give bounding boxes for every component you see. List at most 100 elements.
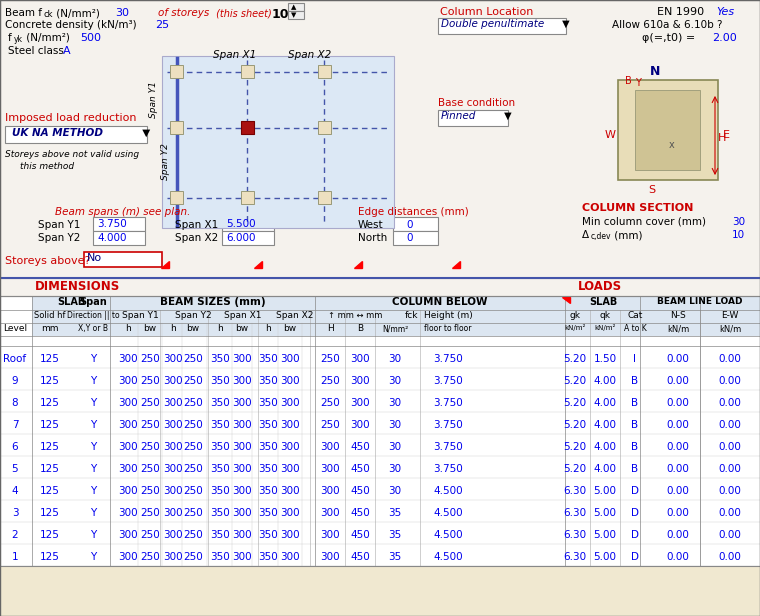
Text: 0.00: 0.00 [667, 552, 689, 562]
Text: B: B [632, 464, 638, 474]
Text: ▼: ▼ [501, 111, 511, 121]
Text: 1.50: 1.50 [594, 354, 616, 364]
Text: 350: 350 [258, 376, 278, 386]
Text: Span Y2: Span Y2 [175, 311, 211, 320]
Text: Min column cover (mm): Min column cover (mm) [582, 217, 706, 227]
Text: 350: 350 [258, 552, 278, 562]
Text: Y: Y [635, 78, 641, 88]
Bar [32, 310, 110, 323]
Text: ▼: ▼ [559, 19, 570, 29]
Bar [241, 121, 254, 134]
Text: B: B [632, 376, 638, 386]
Bar [288, 3, 304, 11]
Text: 30: 30 [388, 486, 401, 496]
Bar [318, 191, 331, 204]
Text: 2.00: 2.00 [712, 33, 736, 43]
Text: 350: 350 [210, 486, 230, 496]
Text: 0.00: 0.00 [718, 442, 742, 452]
Text: No: No [87, 253, 102, 263]
Text: N: N [650, 65, 660, 78]
Text: 3.750: 3.750 [433, 442, 463, 452]
Text: 300: 300 [280, 398, 299, 408]
Text: gk: gk [569, 311, 581, 320]
Text: 30: 30 [115, 8, 129, 18]
Bar [222, 231, 274, 245]
Bar [170, 65, 183, 78]
Text: 35: 35 [388, 508, 401, 518]
Text: 5.20: 5.20 [563, 442, 587, 452]
Text: 250: 250 [140, 552, 160, 562]
Bar [438, 18, 566, 34]
Text: Concrete density (kN/m³): Concrete density (kN/m³) [5, 20, 137, 30]
Text: kN/m: kN/m [719, 324, 741, 333]
Text: A: A [63, 46, 71, 56]
Text: H: H [327, 324, 334, 333]
Text: D: D [631, 552, 639, 562]
Text: 0.00: 0.00 [718, 486, 742, 496]
Text: 6.30: 6.30 [563, 486, 587, 496]
Text: 125: 125 [40, 398, 60, 408]
Text: Pinned: Pinned [441, 111, 477, 121]
Text: Direction || to: Direction || to [67, 311, 119, 320]
Text: kN/m²: kN/m² [565, 324, 586, 331]
Bar [0, 310, 760, 323]
Bar [32, 323, 110, 336]
Text: Solid hf: Solid hf [34, 311, 66, 320]
Bar [0, 296, 760, 310]
Text: 300: 300 [280, 420, 299, 430]
Text: Span X1: Span X1 [213, 50, 256, 60]
Text: B: B [632, 398, 638, 408]
Bar [640, 296, 760, 310]
Text: 0.00: 0.00 [667, 464, 689, 474]
Text: 125: 125 [40, 442, 60, 452]
Text: Y: Y [90, 486, 96, 496]
Text: 35: 35 [388, 552, 401, 562]
Text: 35: 35 [388, 530, 401, 540]
Text: 350: 350 [210, 464, 230, 474]
Text: bw: bw [186, 324, 200, 333]
Bar [32, 296, 110, 310]
Text: 300: 300 [233, 508, 252, 518]
Text: 300: 300 [233, 442, 252, 452]
Text: c,dev: c,dev [591, 232, 612, 241]
Text: BEAM LINE LOAD: BEAM LINE LOAD [657, 297, 743, 306]
Text: 350: 350 [210, 398, 230, 408]
Text: A to K: A to K [624, 324, 646, 333]
Text: COLUMN BELOW: COLUMN BELOW [392, 297, 488, 307]
Text: 125: 125 [40, 354, 60, 364]
Text: 350: 350 [210, 552, 230, 562]
Bar [241, 65, 254, 78]
Text: E-W: E-W [721, 311, 739, 320]
Text: 7: 7 [11, 420, 18, 430]
Text: UK NA METHOD: UK NA METHOD [12, 128, 103, 138]
Text: 500: 500 [80, 33, 101, 43]
Text: 4.500: 4.500 [433, 552, 463, 562]
Text: Imposed load reduction: Imposed load reduction [5, 113, 137, 123]
Bar [0, 346, 760, 586]
Text: D: D [631, 486, 639, 496]
Bar [315, 296, 565, 310]
Text: 3: 3 [11, 508, 18, 518]
Text: qk: qk [600, 311, 610, 320]
Text: N-S: N-S [670, 311, 686, 320]
Bar [393, 231, 438, 245]
Text: W: W [605, 130, 616, 140]
Text: 3.750: 3.750 [433, 398, 463, 408]
Text: 3.750: 3.750 [433, 420, 463, 430]
Text: 300: 300 [163, 464, 183, 474]
Text: kN/m²: kN/m² [594, 324, 616, 331]
Text: 350: 350 [258, 464, 278, 474]
Text: 300: 300 [163, 552, 183, 562]
Text: 350: 350 [258, 508, 278, 518]
Text: 350: 350 [210, 508, 230, 518]
Text: N/mm²: N/mm² [382, 324, 408, 333]
Text: SLAB: SLAB [589, 297, 617, 307]
Bar [0, 566, 760, 616]
Text: 250: 250 [320, 398, 340, 408]
Text: 300: 300 [119, 530, 138, 540]
Text: 300: 300 [320, 508, 340, 518]
Text: 300: 300 [233, 376, 252, 386]
Text: D: D [631, 508, 639, 518]
Text: 5.20: 5.20 [563, 354, 587, 364]
Text: 300: 300 [320, 464, 340, 474]
